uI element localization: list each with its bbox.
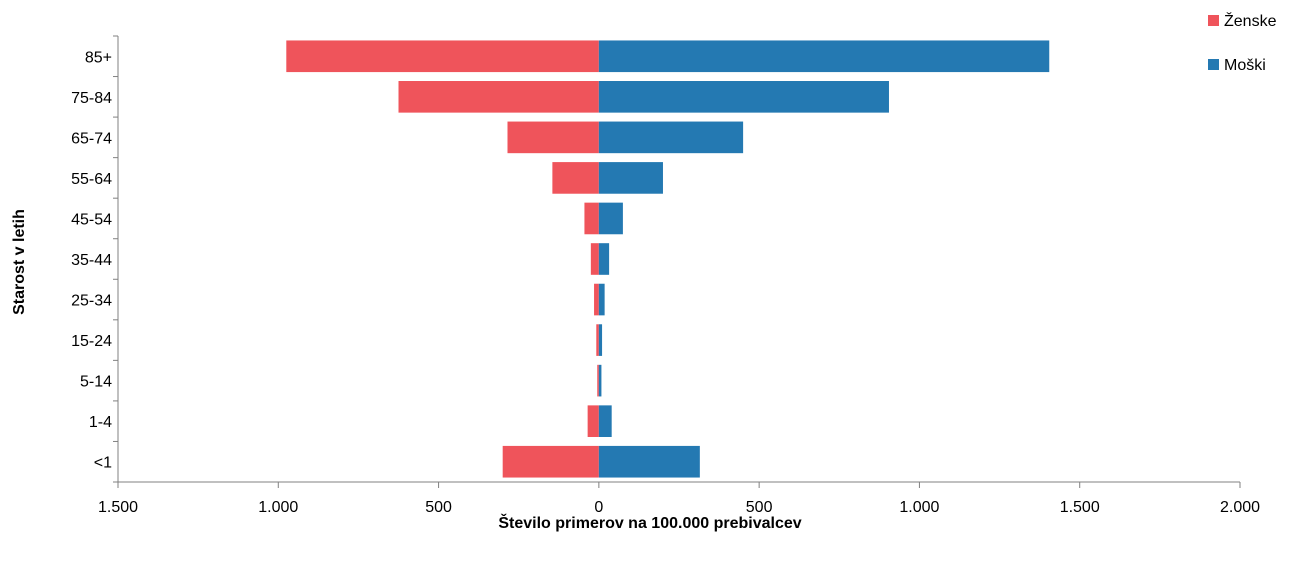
y-category-label: 45-54 bbox=[71, 211, 112, 228]
x-axis-title: Število primerov na 100.000 prebivalcev bbox=[498, 513, 801, 532]
bar-mo-ki-5 bbox=[598, 243, 610, 275]
legend-label--enske: Ženske bbox=[1224, 11, 1277, 30]
axes-layer bbox=[113, 35, 1241, 488]
y-category-label: 55-64 bbox=[71, 171, 112, 188]
bar--enske-2 bbox=[507, 121, 599, 154]
x-tick-label: 1.500 bbox=[1060, 499, 1100, 516]
y-category-label: 75-84 bbox=[71, 90, 112, 107]
x-tick-label: 1.000 bbox=[899, 499, 939, 516]
y-axis-title: Starost v letih bbox=[11, 209, 28, 315]
legend: Ženske Moški bbox=[1208, 11, 1277, 74]
bar-mo-ki-10 bbox=[598, 445, 700, 478]
bar-mo-ki-7 bbox=[598, 324, 603, 356]
bar--enske-6 bbox=[594, 283, 599, 316]
legend-label-mo-ki: Moški bbox=[1224, 57, 1266, 74]
bar-mo-ki-9 bbox=[598, 405, 612, 437]
x-tick-label: 500 bbox=[425, 499, 452, 516]
bars-layer bbox=[286, 40, 1050, 478]
bar-mo-ki-1 bbox=[598, 81, 889, 113]
x-tick-label: 0 bbox=[594, 499, 603, 516]
bar-mo-ki-6 bbox=[598, 283, 605, 316]
x-tick-label: 500 bbox=[746, 499, 773, 516]
bar--enske-10 bbox=[502, 445, 599, 478]
x-tick-label: 2.000 bbox=[1220, 499, 1260, 516]
bar--enske-1 bbox=[398, 81, 599, 113]
bar-mo-ki-2 bbox=[598, 121, 744, 154]
bar-mo-ki-4 bbox=[598, 202, 623, 235]
y-category-label: 15-24 bbox=[71, 333, 112, 350]
bar-mo-ki-8 bbox=[598, 364, 602, 397]
y-category-label: <1 bbox=[94, 455, 112, 472]
bar-mo-ki-0 bbox=[598, 40, 1050, 73]
y-category-label: 85+ bbox=[85, 49, 112, 66]
legend-swatch-mo-ki bbox=[1208, 59, 1219, 70]
labels-layer: 1.500 1.000 500 0 500 1.000 1.500 2.000 85+ 75-84… bbox=[71, 49, 1260, 516]
bar-mo-ki-3 bbox=[598, 162, 663, 194]
bar--enske-5 bbox=[590, 243, 599, 275]
bar--enske-8 bbox=[597, 364, 599, 397]
y-category-label: 65-74 bbox=[71, 130, 112, 147]
x-tick-label: 1.500 bbox=[98, 499, 138, 516]
y-category-label: 5-14 bbox=[80, 374, 112, 391]
bar--enske-0 bbox=[286, 40, 599, 73]
y-category-label: 35-44 bbox=[71, 252, 112, 269]
bar--enske-4 bbox=[584, 202, 599, 235]
bar--enske-9 bbox=[587, 405, 599, 437]
x-tick-label: 1.000 bbox=[258, 499, 298, 516]
y-category-label: 1-4 bbox=[89, 414, 112, 431]
bar--enske-7 bbox=[596, 324, 599, 356]
y-category-label: 25-34 bbox=[71, 293, 112, 310]
bar--enske-3 bbox=[552, 162, 599, 194]
legend-swatch--enske bbox=[1208, 15, 1219, 26]
